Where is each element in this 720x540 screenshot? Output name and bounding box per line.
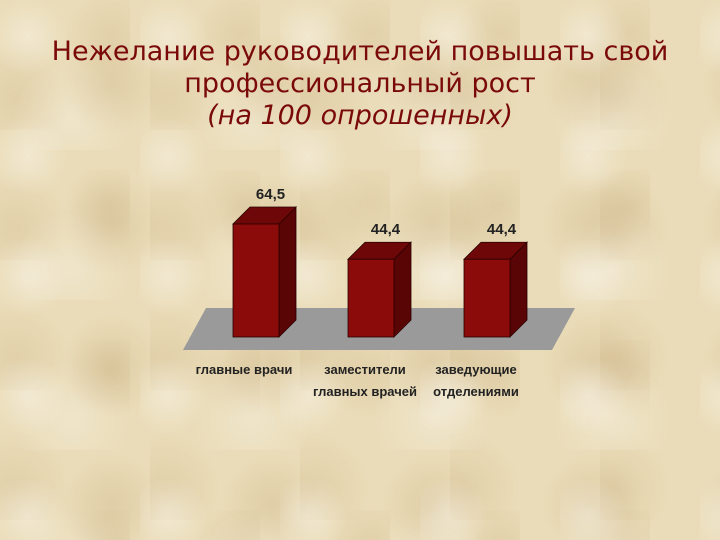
title-line-1: Нежелание руководителей повышать свой bbox=[51, 36, 669, 67]
data-label: 44,4 bbox=[487, 221, 517, 238]
x-tick-label: отделениями bbox=[433, 384, 519, 399]
x-tick-label: главные врачи bbox=[196, 362, 293, 377]
data-label: 64,5 bbox=[256, 186, 285, 203]
chart-title: Нежелание руководителей повышать свой пр… bbox=[0, 36, 720, 132]
title-line-2: профессиональный рост bbox=[184, 68, 536, 99]
bar bbox=[463, 258, 511, 338]
bar-side bbox=[278, 206, 297, 338]
bar bbox=[347, 258, 395, 338]
data-label: 44,4 bbox=[371, 221, 401, 238]
x-tick-label: заведующие bbox=[435, 362, 517, 377]
bar bbox=[232, 223, 280, 338]
x-tick-label: главных врачей bbox=[313, 384, 417, 399]
x-tick-label: заместители bbox=[324, 362, 406, 377]
chart-subtitle: (на 100 опрошенных) bbox=[207, 100, 513, 131]
